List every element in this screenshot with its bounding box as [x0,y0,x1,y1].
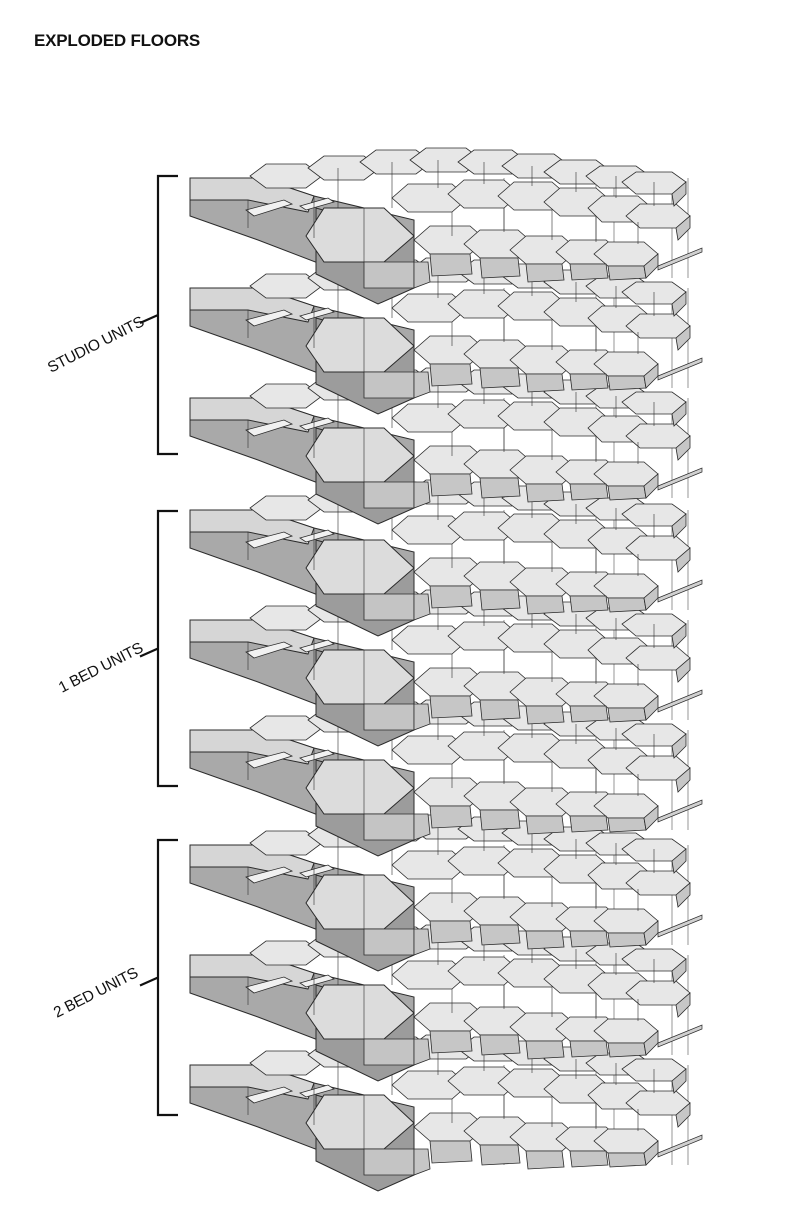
hex-modules [189,1034,703,1192]
page-title: EXPLODED FLOORS [34,31,201,50]
group-bracket [139,838,178,1117]
group-label: 1 BED UNITS [56,639,146,696]
group-label: 2 BED UNITS [51,964,141,1021]
group-bracket [139,509,178,788]
group-label: STUDIO UNITS [45,313,147,376]
floor-plate [189,1034,703,1192]
group-bracket [139,174,178,456]
